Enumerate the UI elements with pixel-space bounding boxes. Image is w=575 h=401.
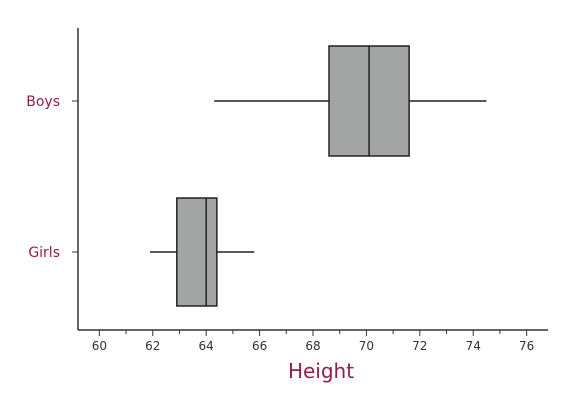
x-tick-label: 74 (466, 339, 481, 353)
boxes (150, 45, 487, 307)
axes (77, 28, 548, 331)
x-tick-label: 72 (412, 339, 427, 353)
x-tick-label: 66 (252, 339, 267, 353)
x-tick-label: 76 (519, 339, 534, 353)
category-label: Boys (26, 94, 60, 110)
box-boys (214, 45, 487, 157)
box-iqr (176, 197, 218, 307)
box-girls (150, 197, 255, 307)
category-label: Girls (28, 245, 60, 261)
x-tick-label: 62 (145, 339, 160, 353)
x-tick-label: 70 (359, 339, 374, 353)
x-ticks (98, 330, 528, 336)
category-labels: Boys Girls (26, 94, 78, 261)
x-tick-label: 60 (92, 339, 107, 353)
x-tick-labels: 60 62 64 66 68 70 72 74 76 (92, 339, 535, 353)
x-axis-title: Height (288, 359, 354, 383)
x-tick-label: 68 (305, 339, 320, 353)
x-tick-label: 64 (199, 339, 214, 353)
